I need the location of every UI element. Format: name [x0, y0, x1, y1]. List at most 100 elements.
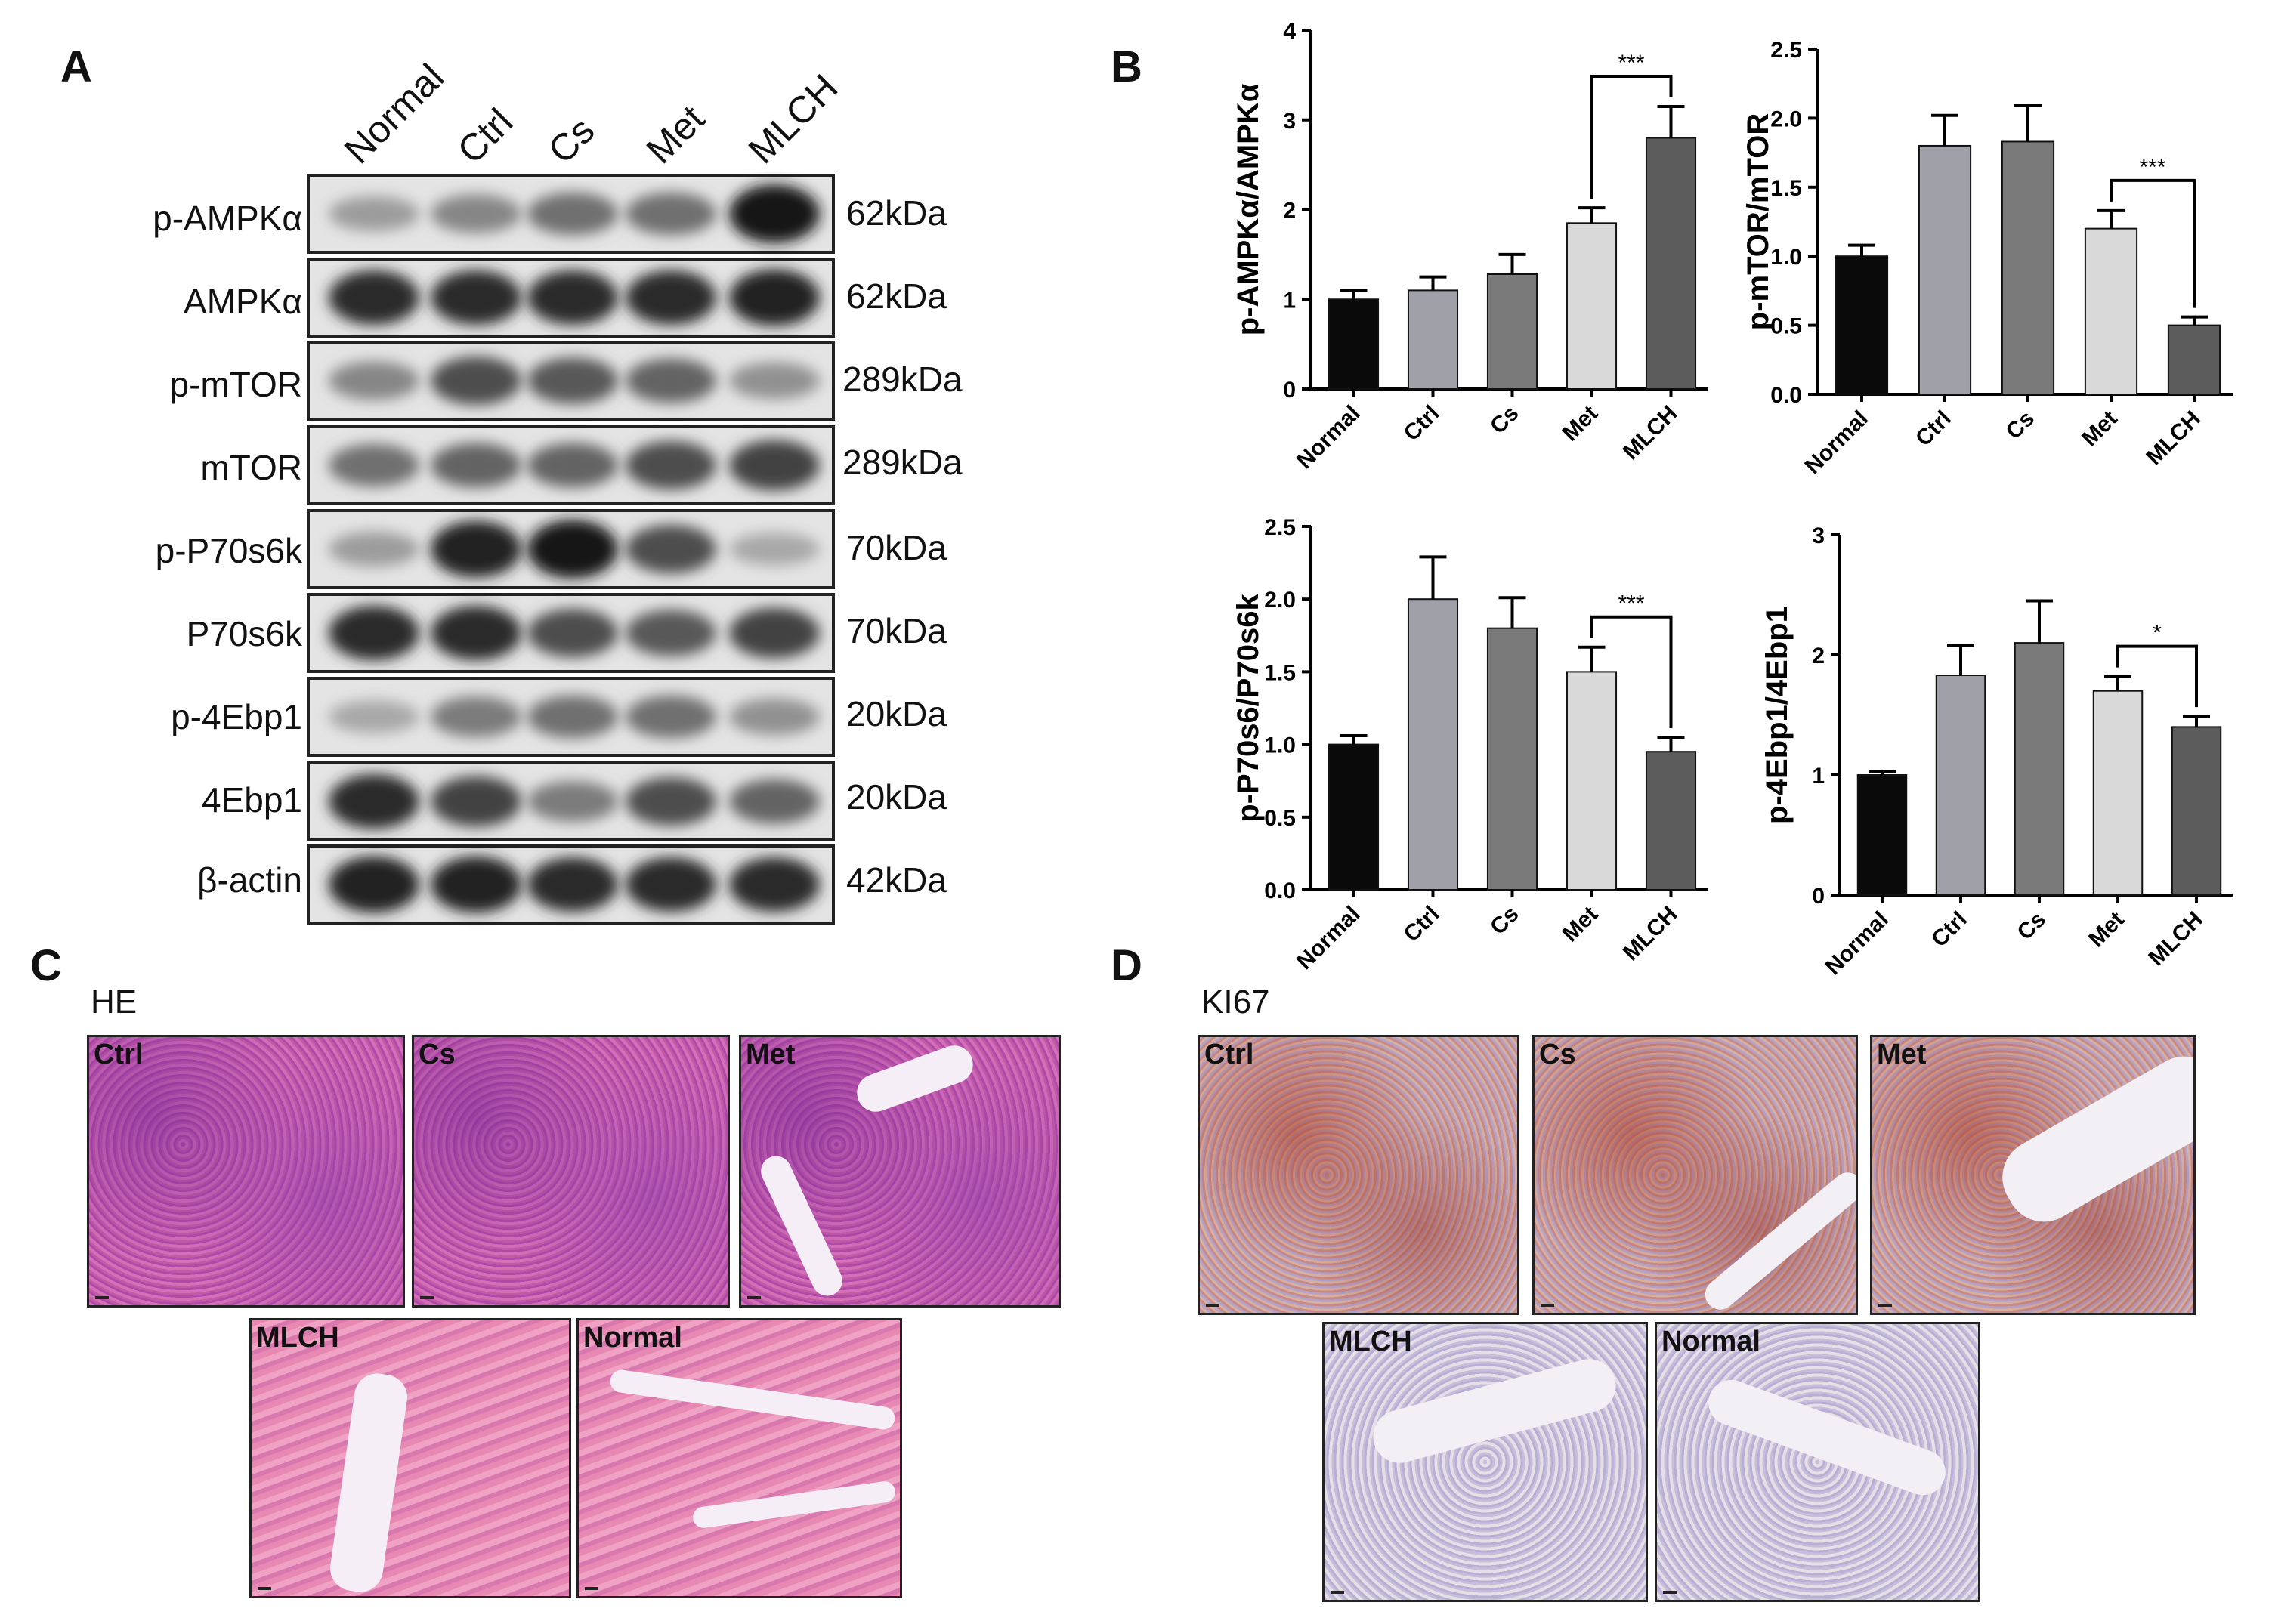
scale-bar: [258, 1587, 271, 1590]
y-axis-label: p-P70s6/P70s6k: [1232, 594, 1265, 823]
blot-band: [431, 605, 521, 661]
he-image-normal: Normal: [576, 1318, 902, 1598]
significance-label: ***: [2139, 155, 2165, 180]
bar: [2167, 324, 2221, 396]
y-tick-label: 3: [1812, 523, 1825, 548]
he-image-label: Normal: [583, 1322, 682, 1354]
bar-chart-1: 0 1 2 3 4 p-AMPKα/AMPKα Normal Ctrl Cs Met MLCH ***: [1232, 19, 1708, 474]
y-tick-label: 4: [1283, 19, 1296, 44]
x-tick-label: Normal: [1292, 401, 1365, 474]
y-tick-label: 1.0: [1264, 733, 1296, 758]
blot-band: [527, 608, 618, 658]
scale-bar: [585, 1587, 598, 1590]
wb-protein-label: P70s6k: [186, 614, 302, 653]
blot-band: [626, 776, 716, 826]
he-title: HE: [91, 983, 138, 1020]
bar: [1486, 627, 1538, 891]
y-tick-label: 1.0: [1770, 245, 1802, 270]
x-tick-label: Cs: [1485, 902, 1523, 940]
blot-band: [729, 607, 820, 659]
bar: [1918, 144, 1972, 396]
panel-label-b: B: [1111, 42, 1142, 91]
bar: [2001, 140, 2055, 395]
tissue-lumen: [691, 1480, 897, 1530]
blot-band: [527, 520, 618, 579]
y-axis-label: p-AMPKα/AMPKα: [1232, 83, 1265, 335]
tissue-lumen: [756, 1150, 848, 1301]
wb-protein-label: mTOR: [200, 448, 302, 487]
bar: [1328, 743, 1380, 891]
x-tick-label: Cs: [2012, 907, 2050, 945]
wb-protein-label: p-AMPKα: [153, 199, 302, 238]
blot-band: [729, 698, 820, 736]
bar: [1566, 671, 1618, 891]
blot-band: [626, 192, 716, 236]
blot-band: [729, 440, 820, 491]
x-tick-label: Met: [2084, 907, 2129, 952]
y-tick-label: 0: [1812, 884, 1825, 909]
wb-protein-label: p-mTOR: [169, 365, 303, 404]
bar: [1835, 255, 1889, 396]
y-tick-label: 2.5: [1770, 38, 1802, 63]
x-tick-label: Ctrl: [1911, 406, 1956, 452]
x-tick-label: MLCH: [1618, 401, 1683, 465]
bar: [2014, 642, 2065, 896]
panel-label-c: C: [30, 941, 62, 990]
y-tick-label: 2: [1283, 199, 1296, 224]
blot-band: [729, 533, 820, 566]
scale-bar: [95, 1296, 109, 1299]
blot-band: [431, 520, 521, 578]
ki67-image-mlch: MLCH: [1322, 1322, 1648, 1602]
y-tick-label: 1: [1283, 288, 1296, 313]
wb-protein-label: p-P70s6k: [155, 531, 302, 570]
significance-bracket: [2110, 178, 2196, 308]
blot-band: [329, 443, 419, 487]
bar: [2084, 227, 2138, 396]
panel-label-d: D: [1111, 941, 1142, 990]
x-tick-label: Ctrl: [1927, 907, 1972, 952]
significance-bracket: [2116, 644, 2198, 708]
ki67-image-met: Met: [1870, 1035, 2196, 1315]
significance-bracket: [1590, 74, 1673, 199]
blot-band: [527, 857, 618, 912]
x-tick-label: Normal: [1292, 902, 1365, 974]
ki67-image-label: Cs: [1539, 1039, 1576, 1070]
blot-band: [329, 773, 419, 829]
y-tick-label: 0.5: [1264, 806, 1296, 831]
y-tick-label: 0.5: [1770, 314, 1802, 339]
blot-band: [626, 695, 716, 739]
blot-band: [329, 196, 419, 232]
wb-size-label: 20kDa: [846, 694, 947, 733]
tissue-lumen: [608, 1368, 897, 1431]
blot-band: [527, 357, 618, 404]
y-tick-label: 3: [1283, 109, 1296, 134]
significance-label: ***: [1618, 591, 1644, 616]
blot-band: [527, 192, 618, 236]
blot-band: [527, 443, 618, 488]
blot-band: [626, 857, 716, 912]
bar: [2092, 690, 2144, 896]
y-tick-label: 0.0: [1770, 383, 1802, 408]
y-tick-label: 1.5: [1264, 660, 1296, 685]
blot-band: [729, 269, 820, 326]
blot-band: [431, 443, 521, 488]
y-tick-label: 0.0: [1264, 878, 1296, 903]
bar-chart-2: 0.0 0.5 1.0 1.5 2.0 2.5 p-mTOR/mTOR Normal Ctrl C…: [1742, 38, 2233, 479]
tissue-lumen: [1988, 1042, 2193, 1236]
x-tick-label: Ctrl: [1399, 401, 1445, 446]
blot-band: [729, 184, 820, 243]
he-image-label: Met: [746, 1039, 796, 1070]
blot-band: [626, 270, 716, 326]
y-tick-label: 1.5: [1770, 176, 1802, 201]
y-tick-label: 1: [1812, 764, 1825, 789]
blot-band: [329, 605, 419, 661]
y-tick-label: 2.0: [1770, 107, 1802, 131]
significance-label: *: [2153, 621, 2162, 646]
bar: [2171, 726, 2222, 897]
he-image-label: Cs: [419, 1039, 456, 1070]
bar: [1328, 298, 1380, 390]
he-image-ctrl: Ctrl: [87, 1035, 405, 1308]
blot-band: [329, 531, 419, 567]
bar: [1486, 273, 1538, 390]
